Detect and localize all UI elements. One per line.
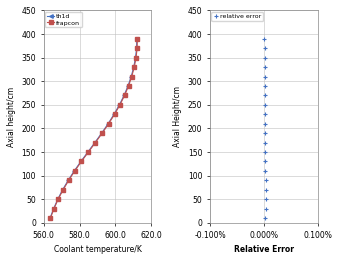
th1d	[129, 75, 133, 78]
th1d	[56, 198, 60, 201]
Y-axis label: Axial height/cm: Axial height/cm	[7, 87, 16, 147]
relative error	[262, 56, 266, 59]
frapcon	[106, 122, 111, 125]
th1d	[134, 56, 138, 59]
relative error	[263, 94, 267, 97]
frapcon	[100, 132, 104, 135]
relative error	[263, 66, 267, 69]
frapcon	[61, 188, 65, 191]
th1d	[106, 122, 110, 125]
frapcon	[123, 94, 127, 97]
frapcon	[113, 113, 117, 116]
th1d	[132, 66, 136, 69]
frapcon	[118, 103, 122, 106]
relative error	[263, 75, 267, 78]
frapcon	[135, 47, 139, 50]
relative error	[262, 47, 266, 50]
Line: frapcon: frapcon	[49, 37, 139, 220]
th1d	[117, 103, 121, 106]
frapcon	[67, 179, 71, 182]
frapcon	[86, 151, 91, 154]
relative error	[263, 169, 267, 173]
X-axis label: Coolant temperature/K: Coolant temperature/K	[54, 245, 141, 254]
th1d	[135, 37, 139, 40]
th1d	[126, 84, 130, 87]
frapcon	[132, 66, 136, 69]
th1d	[100, 132, 104, 135]
relative error	[263, 84, 267, 87]
frapcon	[73, 169, 77, 173]
relative error	[263, 151, 267, 154]
th1d	[72, 169, 76, 173]
relative error	[263, 217, 267, 220]
relative error	[263, 122, 267, 125]
frapcon	[130, 75, 134, 78]
relative error	[264, 207, 268, 210]
th1d	[79, 160, 83, 163]
relative error	[262, 37, 266, 40]
relative error	[264, 188, 268, 191]
relative error	[263, 160, 267, 163]
th1d	[135, 47, 139, 50]
th1d	[61, 188, 65, 191]
frapcon	[93, 141, 97, 144]
th1d	[122, 94, 126, 97]
relative error	[263, 113, 267, 116]
th1d	[86, 151, 90, 154]
Legend: th1d, frapcon: th1d, frapcon	[45, 12, 82, 27]
relative error	[263, 103, 267, 106]
frapcon	[135, 37, 139, 40]
th1d	[66, 179, 70, 182]
Line: th1d: th1d	[48, 37, 139, 220]
relative error	[263, 141, 267, 144]
frapcon	[79, 160, 83, 163]
frapcon	[52, 207, 56, 210]
Line: relative error: relative error	[262, 36, 268, 221]
frapcon	[126, 84, 131, 87]
th1d	[48, 217, 52, 220]
frapcon	[48, 217, 53, 220]
relative error	[264, 179, 268, 182]
Y-axis label: Axial Height/cm: Axial Height/cm	[173, 86, 182, 147]
X-axis label: Relative Error: Relative Error	[234, 245, 294, 254]
frapcon	[134, 56, 138, 59]
th1d	[52, 207, 56, 210]
th1d	[93, 141, 97, 144]
th1d	[112, 113, 116, 116]
Legend: relative error: relative error	[211, 12, 263, 21]
relative error	[264, 198, 268, 201]
relative error	[263, 132, 267, 135]
frapcon	[56, 198, 60, 201]
